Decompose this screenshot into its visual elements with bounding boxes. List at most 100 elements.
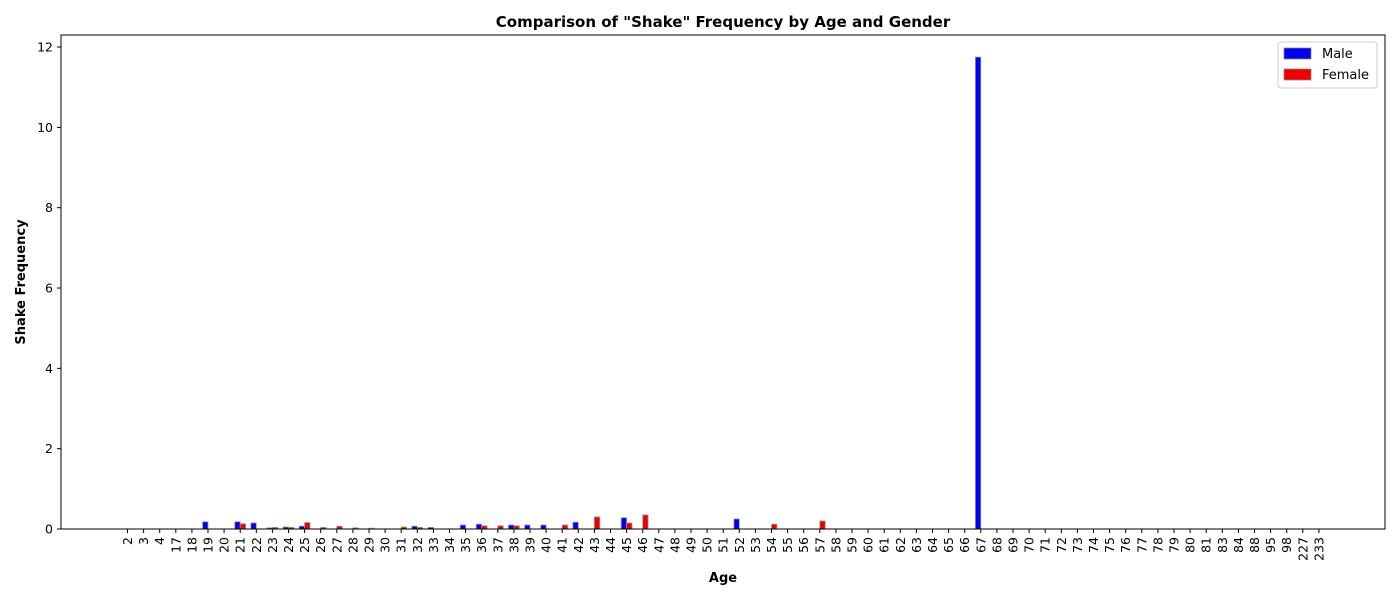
bar-male [459, 524, 467, 530]
bar-male [524, 524, 531, 530]
x-tick-label: 20 [217, 537, 232, 553]
x-tick-label: 19 [201, 537, 216, 553]
x-tick-label: 41 [555, 537, 570, 553]
bar-male [202, 521, 209, 530]
x-tick-label: 2 [120, 537, 135, 545]
x-tick-label: 43 [587, 537, 602, 553]
x-tick-label: 49 [684, 537, 699, 553]
x-tick-label: 29 [362, 537, 377, 553]
y-tick-label: 12 [37, 40, 53, 55]
legend-label-female: Female [1322, 68, 1369, 83]
x-tick-label: 21 [233, 537, 248, 553]
x-tick-label: 71 [1038, 537, 1053, 553]
bar-male [508, 524, 515, 530]
x-tick-label: 28 [345, 537, 360, 553]
bar-female [819, 520, 826, 530]
y-tick-label: 0 [45, 522, 53, 537]
x-tick-label: 39 [523, 537, 538, 553]
bar-male [234, 521, 241, 530]
x-tick-label: 64 [925, 537, 940, 553]
bar-female [561, 524, 569, 530]
y-tick-label: 8 [45, 200, 53, 215]
x-tick-label: 26 [313, 537, 328, 553]
x-tick-label: 56 [796, 537, 811, 553]
x-tick-label: 95 [1263, 537, 1278, 553]
x-tick-label: 3 [136, 537, 151, 545]
x-tick-label: 74 [1086, 537, 1101, 553]
bar-male [572, 521, 579, 530]
y-tick-label: 2 [45, 441, 53, 456]
x-tick-label: 63 [909, 537, 924, 553]
x-tick-label: 34 [442, 537, 457, 553]
x-tick-label: 55 [780, 537, 795, 553]
x-axis-label: Age [709, 571, 737, 586]
x-tick-label: 75 [1102, 537, 1117, 553]
bar-male [250, 522, 257, 530]
x-axis: 2 3 4 17 18 19 20 21 22 23 24 25 26 27 28 29 30 31 32 33 34 3… [120, 529, 1326, 561]
x-tick-label: 52 [732, 537, 747, 553]
x-tick-label: 57 [812, 537, 827, 553]
x-tick-label: 53 [748, 537, 763, 553]
x-tick-label: 25 [297, 537, 312, 553]
x-tick-label: 79 [1167, 537, 1182, 553]
x-tick-label: 72 [1054, 537, 1069, 553]
x-tick-label: 30 [378, 537, 393, 553]
x-tick-label: 61 [877, 537, 892, 553]
x-tick-label: 4 [152, 537, 167, 545]
x-tick-label: 40 [539, 537, 554, 553]
bar-male [733, 518, 740, 530]
x-tick-label: 44 [603, 537, 618, 553]
x-tick-label: 80 [1183, 537, 1198, 553]
x-tick-label: 70 [1022, 537, 1037, 553]
x-tick-label: 46 [635, 537, 650, 553]
bar-female [642, 514, 649, 530]
x-tick-label: 84 [1231, 537, 1246, 553]
x-tick-label: 51 [716, 537, 731, 553]
x-tick-label: 81 [1199, 537, 1214, 553]
bar-female [239, 523, 246, 530]
x-tick-label: 23 [265, 537, 280, 553]
x-tick-label: 58 [828, 537, 843, 553]
legend-swatch-male [1283, 47, 1312, 60]
x-tick-label: 33 [426, 537, 441, 553]
bar-female [626, 522, 633, 530]
x-tick-label: 36 [474, 537, 489, 553]
x-tick-label: 62 [893, 537, 908, 553]
y-axis-label: Shake Frequency [14, 219, 29, 345]
x-tick-label: 27 [329, 537, 344, 553]
x-tick-label: 73 [1070, 537, 1085, 553]
x-tick-label: 18 [184, 537, 199, 553]
legend: Male Female [1277, 41, 1378, 89]
x-tick-label: 37 [490, 537, 505, 553]
x-tick-label: 24 [281, 537, 296, 553]
bar-male [620, 517, 628, 530]
x-tick-label: 45 [619, 537, 634, 553]
legend-swatch-female [1283, 68, 1312, 81]
x-tick-label: 54 [764, 537, 779, 553]
x-tick-label: 233 [1311, 537, 1326, 561]
x-tick-label: 50 [700, 537, 715, 553]
x-tick-label: 42 [571, 537, 586, 553]
x-tick-label: 35 [458, 537, 473, 553]
x-tick-label: 227 [1295, 537, 1310, 561]
x-tick-label: 67 [973, 537, 988, 553]
bar-female [594, 516, 601, 530]
bar-female [771, 523, 778, 530]
x-tick-label: 66 [957, 537, 972, 553]
y-axis: 0 2 4 6 8 10 12 [37, 40, 61, 537]
bar-female [304, 522, 311, 530]
chart-title: Comparison of "Shake" Frequency by Age a… [496, 13, 951, 31]
bar-male [975, 56, 982, 530]
x-tick-label: 78 [1150, 537, 1165, 553]
x-tick-label: 88 [1247, 537, 1262, 553]
plot-frame [60, 34, 1386, 530]
x-tick-label: 98 [1279, 537, 1294, 553]
x-tick-label: 69 [1006, 537, 1021, 553]
bars-group [202, 56, 982, 530]
x-tick-label: 59 [845, 537, 860, 553]
legend-label-male: Male [1322, 47, 1353, 62]
x-tick-label: 48 [667, 537, 682, 553]
x-tick-label: 76 [1118, 537, 1133, 553]
x-tick-label: 60 [861, 537, 876, 553]
